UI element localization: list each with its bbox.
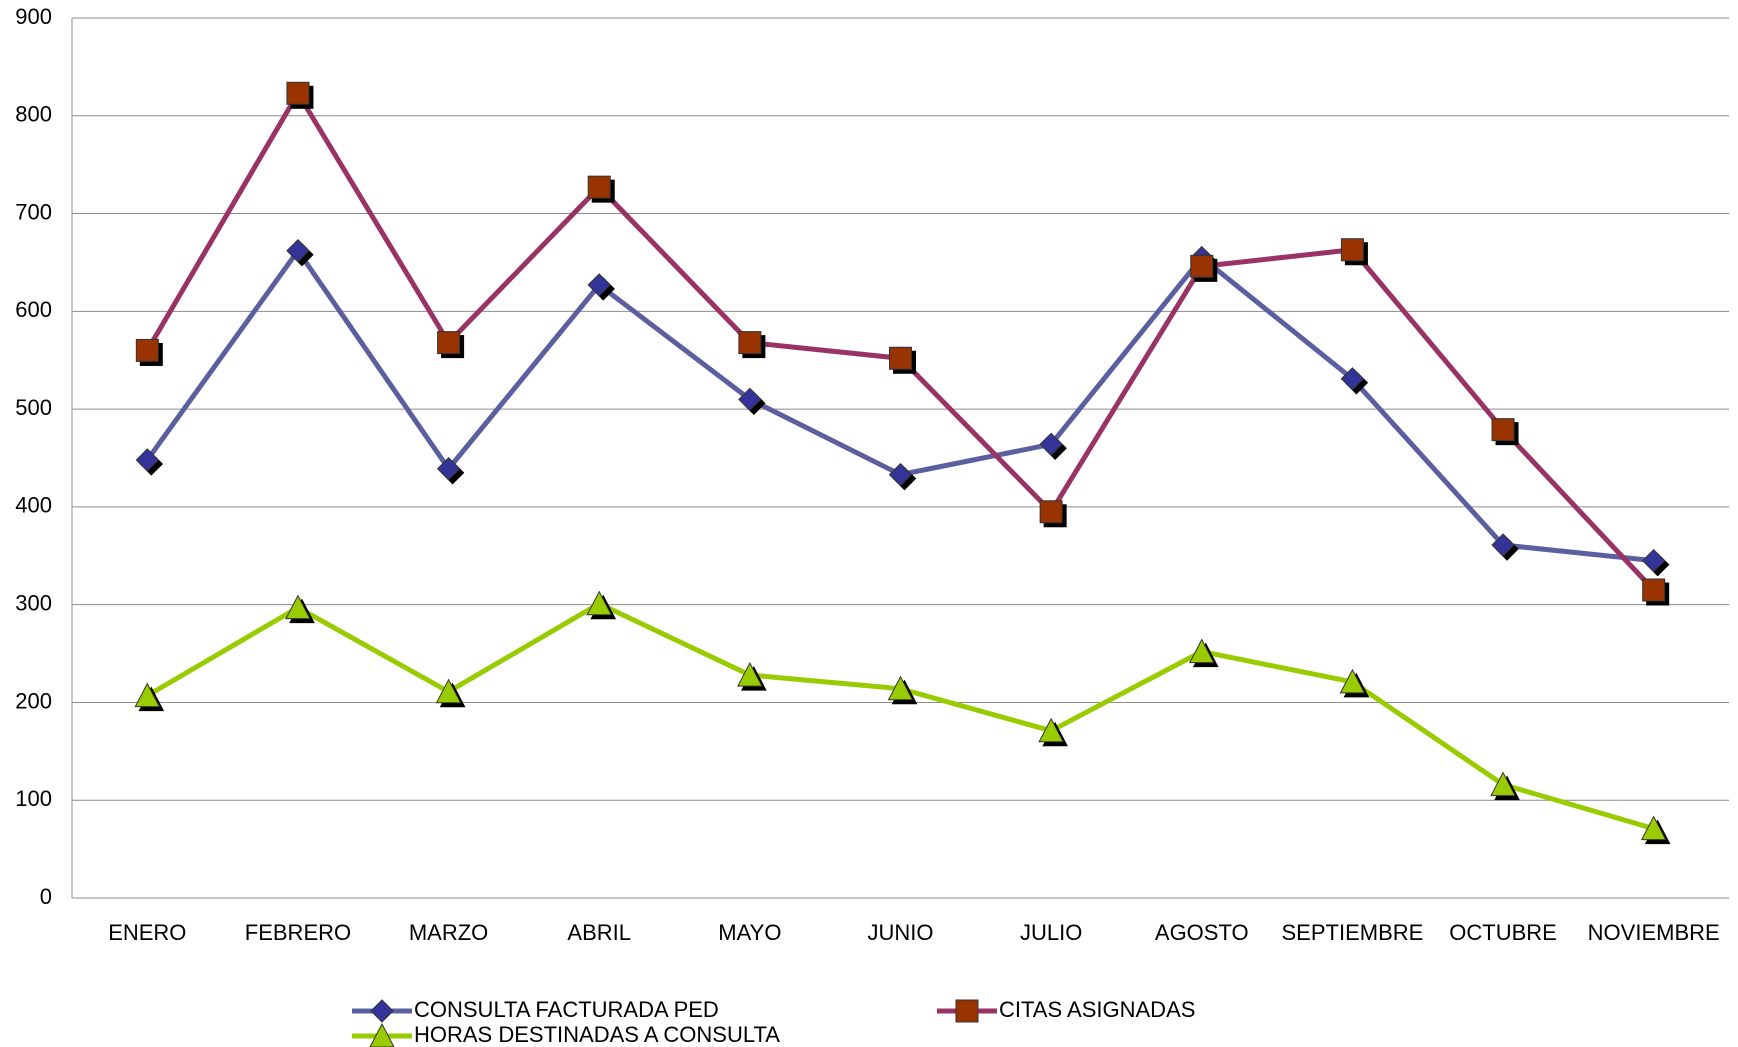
y-tick-label: 200 (15, 688, 52, 713)
x-tick-label: NOVIEMBRE (1588, 920, 1720, 945)
legend-marker (370, 999, 394, 1023)
data-point (738, 331, 762, 355)
data-point (1039, 500, 1063, 524)
data-point (1340, 367, 1365, 391)
data-point (1190, 254, 1214, 278)
x-tick-label: MAYO (718, 920, 781, 945)
y-tick-label: 900 (15, 4, 52, 29)
series-line (145, 248, 1654, 564)
y-tick-label: 500 (15, 395, 52, 420)
data-point (1039, 432, 1063, 457)
legend-label: CONSULTA FACTURADA PED (414, 997, 719, 1022)
data-point (1188, 638, 1215, 664)
x-tick-label: JULIO (1020, 920, 1082, 945)
data-point (286, 81, 310, 105)
legend-label: CITAS ASIGNADAS (999, 997, 1195, 1022)
y-tick-label: 400 (15, 493, 52, 518)
data-point (1640, 815, 1667, 841)
legend-marker (955, 999, 979, 1023)
data-point (1642, 578, 1666, 602)
data-point (1491, 533, 1515, 557)
y-tick-label: 100 (15, 786, 52, 811)
data-point (135, 338, 159, 362)
y-tick-label: 0 (40, 884, 52, 909)
data-point (587, 273, 611, 297)
data-point (285, 594, 311, 620)
data-point (134, 682, 161, 708)
data-point (1490, 771, 1516, 797)
data-point (587, 175, 611, 199)
x-tick-label: JUNIO (868, 920, 934, 945)
data-point (135, 448, 160, 472)
data-point (1340, 238, 1364, 262)
x-tick-label: AGOSTO (1155, 920, 1249, 945)
x-tick-label: ABRIL (567, 920, 631, 945)
data-point (1038, 717, 1064, 743)
y-tick-label: 300 (15, 590, 52, 615)
legend-label: HORAS DESTINADAS A CONSULTA (414, 1022, 780, 1047)
data-point (586, 590, 613, 616)
y-tick-label: 800 (15, 102, 52, 127)
x-tick-label: OCTUBRE (1449, 920, 1557, 945)
data-point (435, 678, 462, 704)
series-line (146, 601, 1655, 831)
data-point (738, 387, 762, 412)
data-point (1491, 418, 1515, 442)
data-point (1339, 668, 1366, 694)
data-point (437, 331, 461, 355)
y-tick-label: 700 (15, 199, 52, 224)
legend-marker (369, 1022, 395, 1047)
y-tick-label: 600 (15, 297, 52, 322)
data-point (887, 675, 914, 701)
x-tick-label: ENERO (108, 920, 186, 945)
series-line (145, 90, 1656, 592)
x-tick-label: MARZO (409, 920, 488, 945)
data-point (436, 457, 461, 481)
data-point (1641, 548, 1666, 573)
data-point (888, 462, 913, 487)
x-tick-label: SEPTIEMBRE (1282, 920, 1424, 945)
data-point (286, 239, 310, 263)
data-point (737, 661, 763, 687)
data-point (889, 346, 912, 370)
x-tick-label: FEBRERO (245, 920, 351, 945)
